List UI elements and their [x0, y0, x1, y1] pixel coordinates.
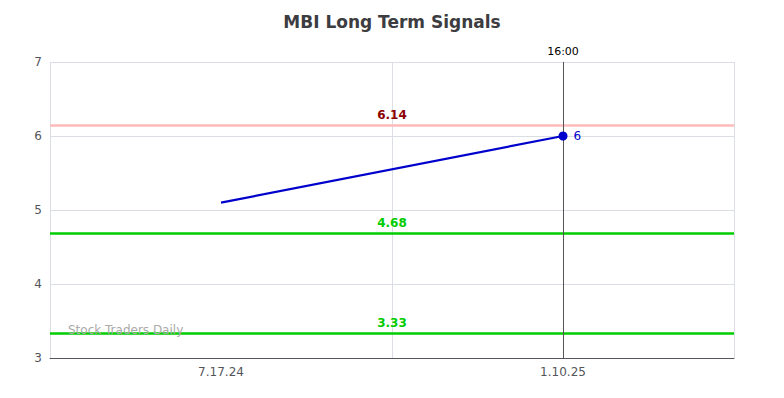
svg-text:3: 3 — [34, 351, 42, 365]
svg-text:7.17.24: 7.17.24 — [198, 365, 244, 379]
svg-text:5: 5 — [34, 203, 42, 217]
svg-text:6.14: 6.14 — [377, 108, 407, 122]
svg-text:4.68: 4.68 — [377, 216, 407, 230]
svg-text:Stock Traders Daily: Stock Traders Daily — [68, 323, 183, 337]
svg-text:16:00: 16:00 — [547, 45, 579, 58]
svg-text:6: 6 — [34, 129, 42, 143]
svg-text:4: 4 — [34, 277, 42, 291]
svg-text:3.33: 3.33 — [377, 316, 407, 330]
svg-text:MBI Long Term Signals: MBI Long Term Signals — [283, 12, 500, 32]
svg-text:7: 7 — [34, 55, 42, 69]
svg-text:6: 6 — [574, 129, 582, 143]
svg-text:1.10.25: 1.10.25 — [540, 365, 586, 379]
